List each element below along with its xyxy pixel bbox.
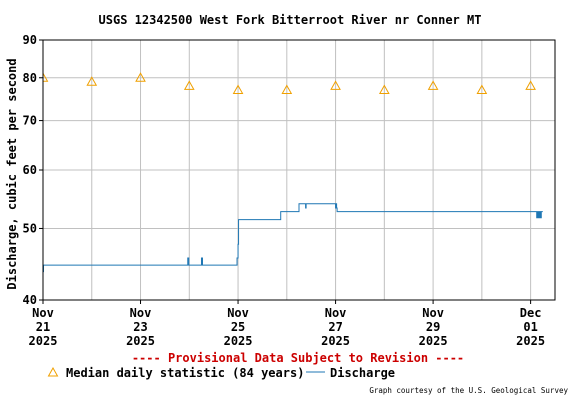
x-tick-label: 21: [36, 320, 50, 334]
x-tick-label: 25: [231, 320, 245, 334]
plot-frame: [42, 39, 556, 301]
legend: Median daily statistic (84 years) Discha…: [47, 366, 395, 380]
x-tick-label: Nov: [325, 306, 347, 320]
x-tick-label: 2025: [321, 334, 350, 348]
y-axis-label: Discharge, cubic feet per second: [5, 58, 19, 289]
median-marker: [378, 84, 390, 95]
x-tick-label: 2025: [29, 334, 58, 348]
median-marker: [281, 84, 293, 95]
x-tick-label: 2025: [126, 334, 155, 348]
x-tick-label: 2025: [516, 334, 545, 348]
x-tick-label: Nov: [422, 306, 444, 320]
median-marker: [476, 84, 488, 95]
median-marker: [135, 72, 146, 82]
y-axis-ticks: 40 50 60 70 80 90: [23, 33, 43, 307]
median-marker: [427, 80, 439, 90]
median-marker: [86, 76, 98, 86]
y-tick-label: 40: [23, 293, 37, 307]
median-marker: [525, 80, 536, 90]
x-tick-label: 01: [523, 320, 537, 334]
x-tick-label: 29: [426, 320, 440, 334]
provisional-note: ---- Provisional Data Subject to Revisio…: [132, 351, 464, 365]
x-tick-label: Nov: [227, 306, 249, 320]
grid-lines: [42, 40, 555, 300]
x-tick-label: Dec: [520, 306, 542, 320]
series-layer: [43, 72, 543, 273]
y-tick-label: 70: [23, 114, 37, 128]
y-tick-label: 50: [23, 221, 37, 235]
median-marker: [330, 80, 341, 90]
x-tick-label: 27: [328, 320, 342, 334]
discharge-line: [43, 203, 543, 273]
x-tick-label: Nov: [32, 306, 54, 320]
x-axis-ticks: Nov212025Nov232025Nov252025Nov272025Nov2…: [29, 300, 545, 348]
median-marker: [232, 84, 244, 95]
credit-text: Graph courtesy of the U.S. Geological Su…: [369, 386, 568, 395]
median-marker: [183, 80, 195, 90]
y-tick-label: 90: [23, 33, 37, 47]
legend-discharge-label: Discharge: [330, 366, 395, 380]
median-marker: [43, 72, 49, 82]
x-tick-label: 23: [133, 320, 147, 334]
legend-median-marker: [47, 366, 59, 377]
plot-area: [43, 72, 543, 273]
x-tick-label: Nov: [130, 306, 152, 320]
legend-median-label: Median daily statistic (84 years): [66, 366, 304, 380]
y-tick-label: 80: [23, 71, 37, 85]
x-tick-label: 2025: [224, 334, 253, 348]
chart-title: USGS 12342500 West Fork Bitterroot River…: [99, 13, 482, 27]
x-tick-label: 2025: [419, 334, 448, 348]
y-tick-label: 60: [23, 163, 37, 177]
